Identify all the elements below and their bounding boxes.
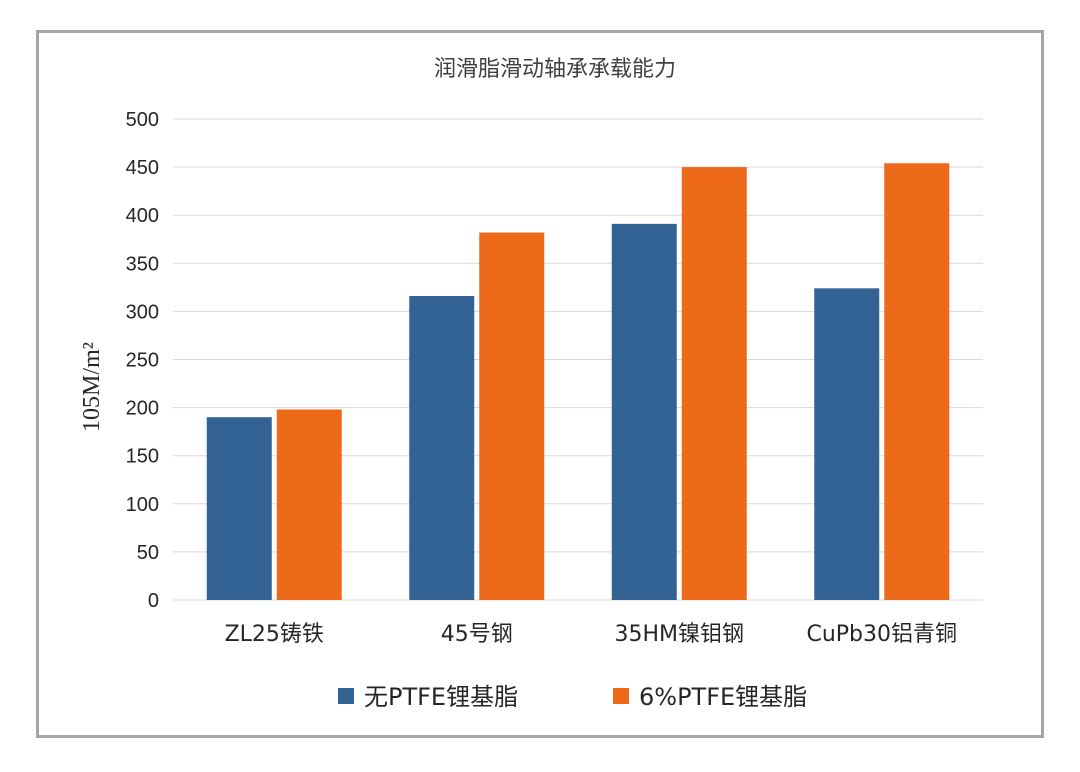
x-category-label: ZL25铸铁 xyxy=(225,622,324,647)
y-axis-label: 105M/m² xyxy=(79,342,105,432)
chart-frame: 润滑脂滑动轴承承载能力 0 50 100 150 200 250 300 350 400 450 5… xyxy=(36,30,1044,738)
legend-swatch xyxy=(613,688,629,704)
bar-chart: 润滑脂滑动轴承承载能力 0 50 100 150 200 250 300 350 400 450 5… xyxy=(79,57,983,711)
y-tick-label: 400 xyxy=(126,205,159,227)
y-tick-label: 500 xyxy=(126,109,159,131)
y-tick-label: 100 xyxy=(126,494,159,516)
y-axis-ticks: 0 50 100 150 200 250 300 350 400 450 500 xyxy=(126,109,159,612)
bar-0-0 xyxy=(206,417,272,600)
y-tick-label: 300 xyxy=(126,301,159,323)
bar-1-3 xyxy=(884,163,950,600)
x-category-label: 35HM镍钼钢 xyxy=(614,622,744,647)
x-axis-categories: ZL25铸铁 45号钢 35HM镍钼钢 CuPb30铝青铜 xyxy=(225,622,957,647)
y-tick-label: 0 xyxy=(148,590,159,612)
legend: 无PTFE锂基脂 6%PTFE锂基脂 xyxy=(338,683,807,711)
x-category-label: CuPb30铝青铜 xyxy=(806,622,957,647)
bar-0-2 xyxy=(611,223,677,600)
bar-1-0 xyxy=(276,409,342,600)
y-tick-label: 250 xyxy=(126,350,159,372)
x-category-label: 45号钢 xyxy=(441,622,513,647)
y-tick-label: 350 xyxy=(126,253,159,275)
legend-label: 无PTFE锂基脂 xyxy=(364,683,518,711)
chart-title: 润滑脂滑动轴承承载能力 xyxy=(434,57,676,82)
bar-0-3 xyxy=(814,288,880,600)
legend-swatch xyxy=(338,688,354,704)
y-tick-label: 50 xyxy=(137,542,159,564)
bars xyxy=(206,163,950,601)
y-tick-label: 150 xyxy=(126,446,159,468)
y-tick-label: 450 xyxy=(126,157,159,179)
legend-label: 6%PTFE锂基脂 xyxy=(639,683,807,711)
bar-1-1 xyxy=(479,232,545,601)
bar-1-2 xyxy=(681,167,747,600)
bar-0-1 xyxy=(409,296,475,600)
y-tick-label: 200 xyxy=(126,398,159,420)
